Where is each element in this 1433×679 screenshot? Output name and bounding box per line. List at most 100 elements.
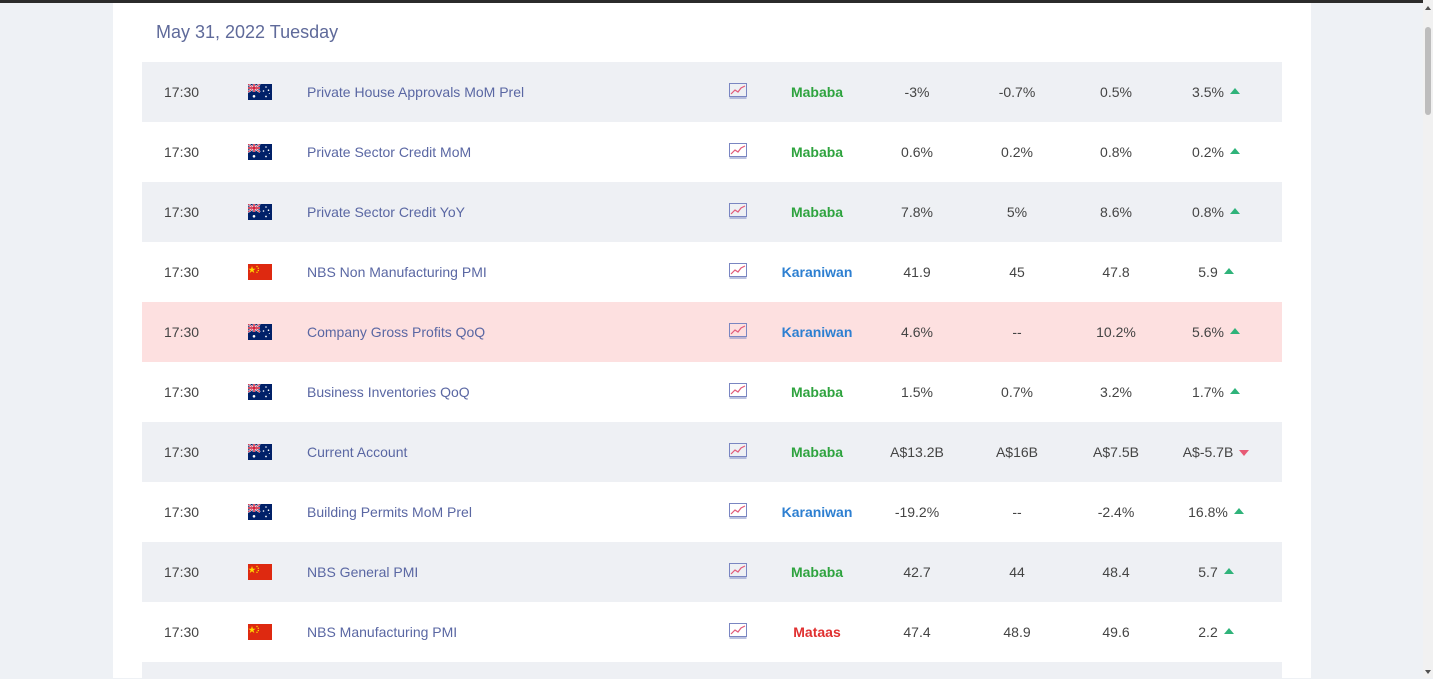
chart-icon[interactable] [729,263,747,279]
event-name-link[interactable]: Building Permits MoM Prel [307,504,472,520]
actual-value: A$13.2B [890,444,944,460]
event-row[interactable]: 17:30 Company Gross Profits QoQ Karaniwan 4… [142,302,1282,362]
change-text: 5.9 [1198,264,1218,280]
event-time: 17:30 [164,624,200,640]
impact-label: Mababa [790,84,844,100]
event-time: 17:30 [164,204,200,220]
actual-value: 41.9 [903,264,931,280]
chart-icon[interactable] [729,143,747,159]
previous-value: 0.8% [1100,144,1132,160]
calendar-panel: May 31, 2022 Tuesday 17:30 Private House … [113,3,1311,679]
change-value: 0.8% [1166,182,1266,242]
australia-flag-icon [247,503,272,520]
change-text: 3.5% [1192,84,1224,100]
impact-label: Karaniwan [781,264,853,280]
previous-value: -2.4% [1097,504,1135,520]
forecast-value: -- [1012,504,1022,520]
change-text: 0.2% [1192,144,1224,160]
change-value: 1.7% [1166,362,1266,422]
impact-label: Mababa [790,564,844,580]
chart-icon[interactable] [729,83,747,99]
chart-icon[interactable] [729,443,747,459]
event-row[interactable]: 17:30 NBS Manufacturing PMI Mataas 47.4 48.9… [142,602,1282,662]
event-time: 17:30 [164,384,200,400]
arrow-up-icon [1233,508,1244,515]
forecast-value: 45 [1009,264,1025,280]
previous-value: 47.8 [1102,264,1130,280]
arrow-up-icon [1229,388,1240,395]
australia-flag-icon [247,143,272,160]
china-flag-icon [248,564,272,580]
change-value: 2.2 [1166,602,1266,662]
australia-flag-icon [247,83,272,100]
change-value: A$-5.7B [1166,422,1266,482]
previous-value: 10.2% [1096,324,1136,340]
change-value: 3.5% [1166,62,1266,122]
event-row[interactable]: 17:30 Business Inventories QoQ Mababa 1.5% 0… [142,362,1282,422]
forecast-value: 5% [1006,204,1028,220]
impact-label: Mababa [790,204,844,220]
change-text: 1.7% [1192,384,1224,400]
forecast-value: 0.7% [1001,384,1033,400]
actual-value: -19.2% [894,504,940,520]
impact-label: Karaniwan [781,324,853,340]
event-row[interactable]: 17:30 NBS General PMI Mababa 42.7 44 48.4 5.7 [142,542,1282,602]
event-row[interactable]: 17:30 Private House Approvals MoM Prel Mab… [142,62,1282,122]
scroll-up-arrow-icon[interactable] [1425,6,1431,10]
event-name-link[interactable]: NBS Manufacturing PMI [307,624,458,640]
chart-icon[interactable] [729,323,747,339]
event-name-link[interactable]: Private Sector Credit MoM [307,144,472,160]
event-row[interactable] [142,662,1282,679]
chart-icon[interactable] [729,503,747,519]
event-name-link[interactable]: Business Inventories QoQ [307,384,470,400]
previous-value: 8.6% [1100,204,1132,220]
chart-icon[interactable] [729,563,747,579]
scroll-thumb[interactable] [1425,27,1431,115]
chart-icon[interactable] [729,623,747,639]
actual-value: 4.6% [901,324,933,340]
actual-value: 0.6% [901,144,933,160]
event-name-link[interactable]: Current Account [307,444,408,460]
australia-flag-icon [247,443,272,460]
impact-label: Mababa [790,144,844,160]
australia-flag-icon [247,383,272,400]
change-text: 0.8% [1192,204,1224,220]
change-value: 0.2% [1166,122,1266,182]
forecast-value: A$16B [995,444,1039,460]
event-name-link[interactable]: Private Sector Credit YoY [307,204,465,220]
arrow-up-icon [1229,148,1240,155]
event-name-link[interactable]: NBS General PMI [307,564,419,580]
chart-icon[interactable] [729,203,747,219]
change-value: 16.8% [1166,482,1266,542]
event-time: 17:30 [164,444,200,460]
event-row[interactable]: 17:30 Private Sector Credit YoY Mababa 7.8%… [142,182,1282,242]
impact-label: Mababa [790,384,844,400]
impact-label: Mataas [793,624,841,640]
vertical-scrollbar[interactable] [1423,0,1433,678]
impact-label: Karaniwan [781,504,853,520]
actual-value: 7.8% [901,204,933,220]
event-row[interactable]: 17:30 NBS Non Manufacturing PMI Karaniwan 4… [142,242,1282,302]
change-value: 5.9 [1166,242,1266,302]
forecast-value: 48.9 [1003,624,1031,640]
china-flag-icon [248,624,272,640]
event-row[interactable]: 17:30 Private Sector Credit MoM Mababa 0.6%… [142,122,1282,182]
event-name-link[interactable]: NBS Non Manufacturing PMI [307,264,487,280]
arrow-down-icon [1239,450,1250,457]
scroll-down-arrow-icon[interactable] [1425,670,1431,674]
forecast-value: 44 [1009,564,1025,580]
event-time: 17:30 [164,264,200,280]
chart-icon[interactable] [729,383,747,399]
previous-value: 0.5% [1100,84,1132,100]
change-text: 16.8% [1188,504,1228,520]
change-value: 5.6% [1166,302,1266,362]
arrow-up-icon [1229,88,1240,95]
impact-label: Mababa [790,444,844,460]
change-text: 2.2 [1198,624,1218,640]
event-row[interactable]: 17:30 Current Account Mababa A$13.2B A$16B A$… [142,422,1282,482]
china-flag-icon [248,264,272,280]
event-name-link[interactable]: Company Gross Profits QoQ [307,324,486,340]
previous-value: A$7.5B [1093,444,1139,460]
event-name-link[interactable]: Private House Approvals MoM Prel [307,84,525,100]
event-row[interactable]: 17:30 Building Permits MoM Prel Karaniwan -… [142,482,1282,542]
